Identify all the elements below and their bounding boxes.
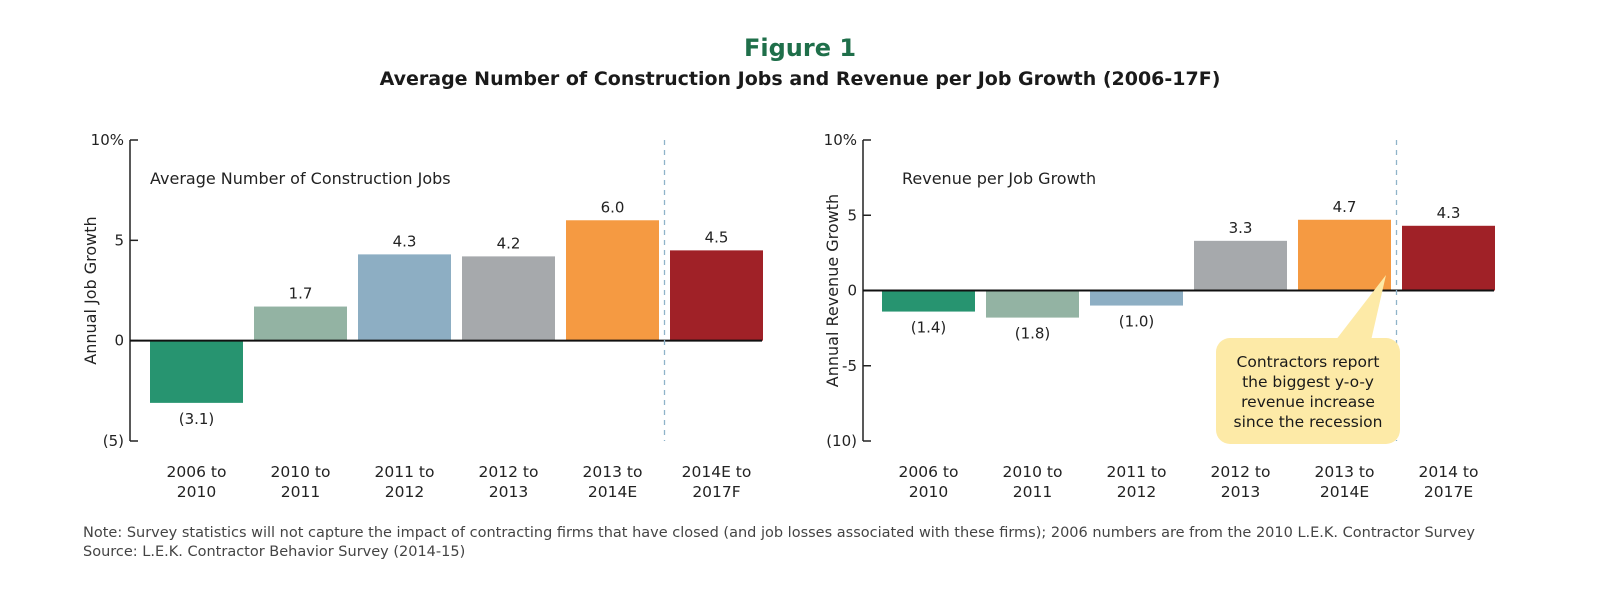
chart2-data-label: 3.3 xyxy=(1229,219,1253,237)
chart2-y-tick-label: 5 xyxy=(847,206,857,224)
chart2-title: Revenue per Job Growth xyxy=(902,169,1096,188)
chart2-category-label: 2013 xyxy=(1221,483,1260,501)
chart1-bar xyxy=(670,250,763,341)
chart2-bar xyxy=(1298,219,1391,291)
chart1-data-label: (3.1) xyxy=(179,410,215,428)
chart2-y-tick-label: -5 xyxy=(842,357,857,375)
footnote: Note: Survey statistics will not capture… xyxy=(83,524,1475,562)
note-text: Note: Survey statistics will not capture… xyxy=(83,525,1475,541)
chart1-title: Average Number of Construction Jobs xyxy=(150,169,451,188)
chart1-data-label: 1.7 xyxy=(289,285,313,303)
chart1-bar xyxy=(358,254,451,341)
chart2-y-tick-label: (10) xyxy=(826,432,857,450)
chart1-y-tick-label: 0 xyxy=(114,332,124,350)
chart1-data-label: 4.3 xyxy=(393,232,417,250)
chart2-bar xyxy=(882,290,975,312)
chart1-category-label: 2012 xyxy=(385,483,424,501)
chart1-category-label: 2013 xyxy=(489,483,528,501)
chart2-data-label: (1.0) xyxy=(1119,313,1155,331)
chart1-category-label: 2014E xyxy=(588,483,637,501)
chart1-category-label: 2006 to xyxy=(167,463,227,481)
figure-label: Figure 1 xyxy=(743,34,857,62)
chart2-category-label: 2011 to xyxy=(1107,463,1167,481)
chart2-data-label: (1.4) xyxy=(911,319,947,337)
chart1-data-label: 4.5 xyxy=(705,228,729,246)
chart2-y-tick-label: 0 xyxy=(847,282,857,300)
chart2-bar xyxy=(1090,290,1183,306)
chart2-data-label: 4.7 xyxy=(1333,198,1357,216)
source-text: Source: L.E.K. Contractor Behavior Surve… xyxy=(83,544,466,560)
chart1-bar xyxy=(462,256,555,341)
chart2-bar xyxy=(1402,225,1495,291)
chart1-bar xyxy=(254,306,347,341)
chart1-bar xyxy=(566,220,659,341)
chart2-category-label: 2017E xyxy=(1424,483,1473,501)
chart1-category-label: 2013 to xyxy=(583,463,643,481)
chart2-bar xyxy=(1194,240,1287,291)
chart2-bar xyxy=(986,290,1079,318)
chart1-data-label: 4.2 xyxy=(497,234,521,252)
chart2-category-label: 2013 to xyxy=(1315,463,1375,481)
chart1-y-axis-label: Annual Job Growth xyxy=(81,216,100,364)
chart1-category-label: 2014E to xyxy=(682,463,752,481)
chart2-category-label: 2012 to xyxy=(1211,463,1271,481)
chart1-category-label: 2012 to xyxy=(479,463,539,481)
chart2-category-label: 2010 to xyxy=(1003,463,1063,481)
chart2-data-label: (1.8) xyxy=(1015,325,1051,343)
chart1-category-label: 2011 to xyxy=(375,463,435,481)
chart2-y-axis-label: Annual Revenue Growth xyxy=(823,194,842,387)
chart1-data-label: 6.0 xyxy=(601,198,625,216)
figure-title: Average Number of Construction Jobs and … xyxy=(379,68,1221,90)
chart2-data-label: 4.3 xyxy=(1437,204,1461,222)
chart2-y-tick-label: 10% xyxy=(824,131,857,149)
chart2-category-label: 2012 xyxy=(1117,483,1156,501)
chart1-category-label: 2017F xyxy=(692,483,740,501)
callout-annotation: Contractors report the biggest y-o-y rev… xyxy=(1216,338,1400,444)
chart1-category-label: 2011 xyxy=(281,483,320,501)
chart2-category-label: 2011 xyxy=(1013,483,1052,501)
chart2-category-label: 2014E xyxy=(1320,483,1369,501)
chart1-bar xyxy=(150,340,243,403)
chart1-y-tick-label: 5 xyxy=(114,231,124,249)
chart1-y-tick-label: 10% xyxy=(91,131,124,149)
chart2-category-label: 2010 xyxy=(909,483,948,501)
chart2-category-label: 2006 to xyxy=(899,463,959,481)
chart1-category-label: 2010 xyxy=(177,483,216,501)
chart1-y-tick-label: (5) xyxy=(103,432,124,450)
chart1-category-label: 2010 to xyxy=(271,463,331,481)
chart2-category-label: 2014 to xyxy=(1419,463,1479,481)
